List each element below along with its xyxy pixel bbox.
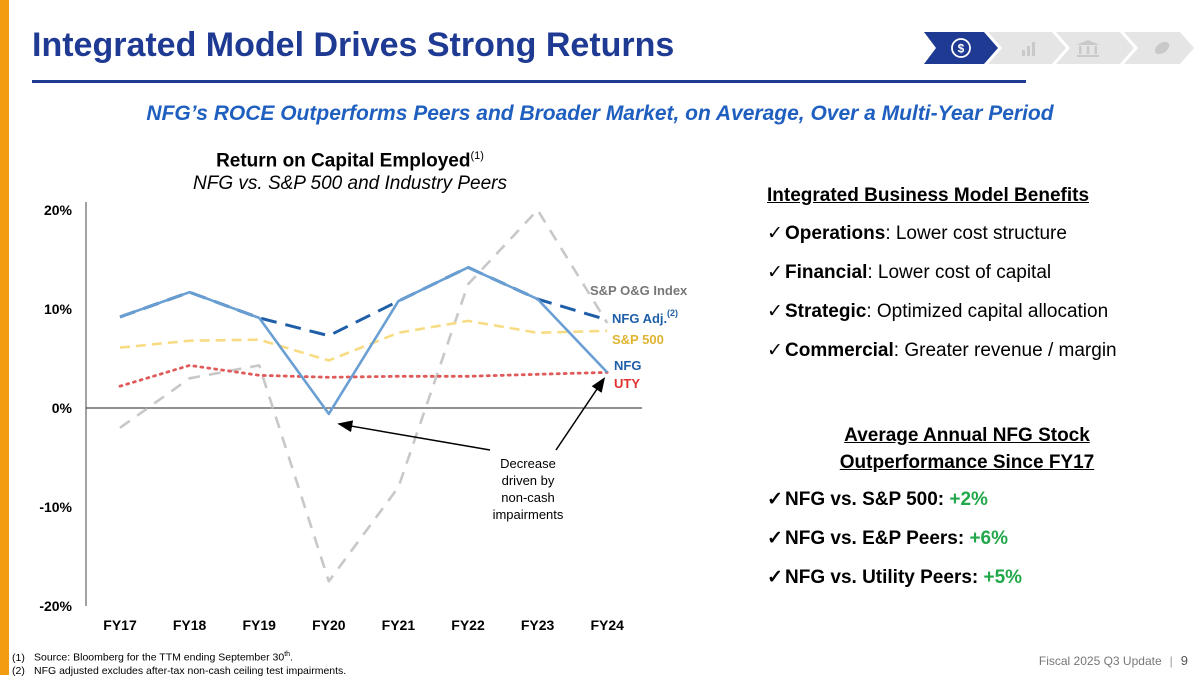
annotation-arrow-fy20: [337, 420, 491, 451]
footnote-sup: th: [284, 651, 291, 658]
x-tick-label: FY21: [382, 617, 416, 633]
benefits-heading: Integrated Business Model Benefits: [767, 185, 1090, 206]
footnote-tail: .: [290, 651, 293, 664]
outperformance-value: +2%: [949, 489, 988, 510]
outperformance-item: ✓ NFG vs. E&P Peers: +6%: [767, 527, 1167, 566]
chart-title: Return on Capital Employed(1) NFG vs. S&…: [150, 145, 550, 195]
svg-text:$: $: [958, 42, 965, 56]
check-icon: ✓: [767, 223, 783, 244]
footnote: (2) NFG adjusted excludes after-tax non-c…: [12, 665, 346, 678]
benefits-panel: Integrated Business Model Benefits ✓ Oper…: [767, 185, 1167, 378]
benefit-item: ✓ Commercial: Greater revenue / margin: [767, 339, 1167, 378]
slide-subtitle: NFG’s ROCE Outperforms Peers and Broader…: [146, 102, 1054, 125]
nav-step-4[interactable]: [1124, 32, 1194, 64]
bank-icon: [1076, 40, 1100, 57]
page-number: 9: [1180, 653, 1188, 668]
y-tick-label: -20%: [39, 598, 72, 614]
y-tick-label: 20%: [44, 202, 73, 218]
benefit-item: ✓ Operations: Lower cost structure: [767, 222, 1167, 261]
footer: Fiscal 2025 Q3 Update | 9: [1039, 653, 1188, 668]
outperformance-heading-line1: Average Annual NFG Stock: [844, 425, 1090, 446]
y-tick-label: 10%: [44, 301, 73, 317]
series-line-sp-500: [119, 319, 608, 362]
check-icon: ✓: [767, 528, 783, 549]
bar-chart-icon: [1022, 42, 1035, 56]
dollar-cycle-icon: $: [951, 38, 971, 58]
check-icon: ✓: [767, 489, 783, 510]
series-label-nfg-adj: NFG Adj.: [612, 311, 667, 326]
series-label-uty: UTY: [614, 376, 640, 391]
outperformance-label: NFG vs. Utility Peers:: [785, 567, 984, 588]
footnote-text: Source: Bloomberg for the TTM ending Sep…: [34, 651, 285, 664]
outperformance-heading: Average Annual NFG Stock Outperformance S…: [767, 422, 1167, 476]
x-tick-label: FY24: [590, 617, 624, 633]
series-label-sp-500: S&P 500: [612, 332, 664, 347]
series-line-nfg: [119, 266, 609, 416]
outperformance-item: ✓ NFG vs. S&P 500: +2%: [767, 488, 1167, 527]
annotation-arrow-fy24: [555, 377, 606, 451]
check-icon: ✓: [767, 340, 783, 361]
page-title: Integrated Model Drives Strong Returns: [32, 26, 675, 64]
x-tick-label: FY22: [451, 617, 485, 633]
nav-step-1[interactable]: $: [924, 32, 998, 64]
series-line-uty: [118, 363, 609, 388]
series-label-sp-og-index: S&P O&G Index: [590, 283, 688, 298]
series-label-nfg: NFG: [614, 358, 641, 373]
outperformance-panel: Average Annual NFG Stock Outperformance S…: [767, 422, 1167, 605]
y-tick-label: -10%: [39, 499, 72, 515]
x-tick-label: FY23: [521, 617, 555, 633]
chart-title-main: Return on Capital Employed: [216, 150, 471, 172]
outperformance-value: +6%: [969, 528, 1009, 549]
x-tick-label: FY20: [312, 617, 346, 633]
benefit-title: Financial: [785, 262, 868, 283]
series-label-footnote-ref: (2): [667, 308, 678, 318]
footnote-number: (1): [12, 651, 25, 664]
footnote: (1) Source: Bloomberg for the TTM ending …: [12, 648, 346, 665]
chart-title-footnote-ref: (1): [470, 150, 484, 162]
x-tick-label: FY18: [173, 617, 207, 633]
outperformance-heading-line2: Outperformance Since FY17: [839, 452, 1095, 473]
check-icon: ✓: [767, 301, 783, 322]
benefit-item: ✓ Strategic: Optimized capital allocation: [767, 300, 1167, 339]
check-icon: ✓: [767, 262, 783, 283]
benefit-title: Commercial: [785, 340, 894, 361]
chart-subtitle: NFG vs. S&P 500 and Industry Peers: [193, 173, 507, 195]
benefit-title: Operations: [785, 223, 886, 244]
title-divider: [32, 80, 1026, 83]
y-tick-label: 0%: [52, 400, 73, 416]
benefit-text: : Lower cost structure: [885, 223, 1067, 244]
outperformance-item: ✓ NFG vs. Utility Peers: +5%: [767, 566, 1167, 605]
footnote-number: (2): [12, 664, 25, 677]
annotation-text: Decrease driven by non-cash impairments: [493, 456, 564, 522]
benefit-text: : Optimized capital allocation: [866, 301, 1109, 322]
series-line-nfg-adj: [119, 265, 608, 338]
section-nav: $: [924, 32, 1194, 64]
footnote-text: NFG adjusted excludes after-tax non-cash…: [34, 664, 347, 677]
x-tick-label: FY17: [103, 617, 137, 633]
check-icon: ✓: [767, 567, 783, 588]
series-line-sp-og-index: [119, 208, 609, 583]
outperformance-value: +5%: [983, 567, 1023, 588]
outperformance-label: NFG vs. S&P 500:: [785, 489, 950, 510]
benefit-text: : Greater revenue / margin: [893, 340, 1117, 361]
benefit-item: ✓ Financial: Lower cost of capital: [767, 261, 1167, 300]
nav-step-2[interactable]: [988, 32, 1066, 64]
footer-label: Fiscal 2025 Q3 Update: [1038, 654, 1162, 668]
benefit-title: Strategic: [785, 301, 867, 322]
footer-separator: |: [1169, 654, 1173, 668]
outperformance-label: NFG vs. E&P Peers:: [785, 528, 970, 549]
footnotes: (1) Source: Bloomberg for the TTM ending …: [12, 648, 346, 678]
leaf-icon: [1154, 41, 1170, 55]
accent-bar: [0, 0, 9, 675]
benefit-text: : Lower cost of capital: [867, 262, 1052, 283]
x-tick-label: FY19: [242, 617, 276, 633]
roce-line-chart: 20% 10% 0% -10% -20% FY17 FY18 FY19 FY20 FY21 FY22…: [39, 202, 688, 633]
nav-step-3[interactable]: [1056, 32, 1134, 64]
